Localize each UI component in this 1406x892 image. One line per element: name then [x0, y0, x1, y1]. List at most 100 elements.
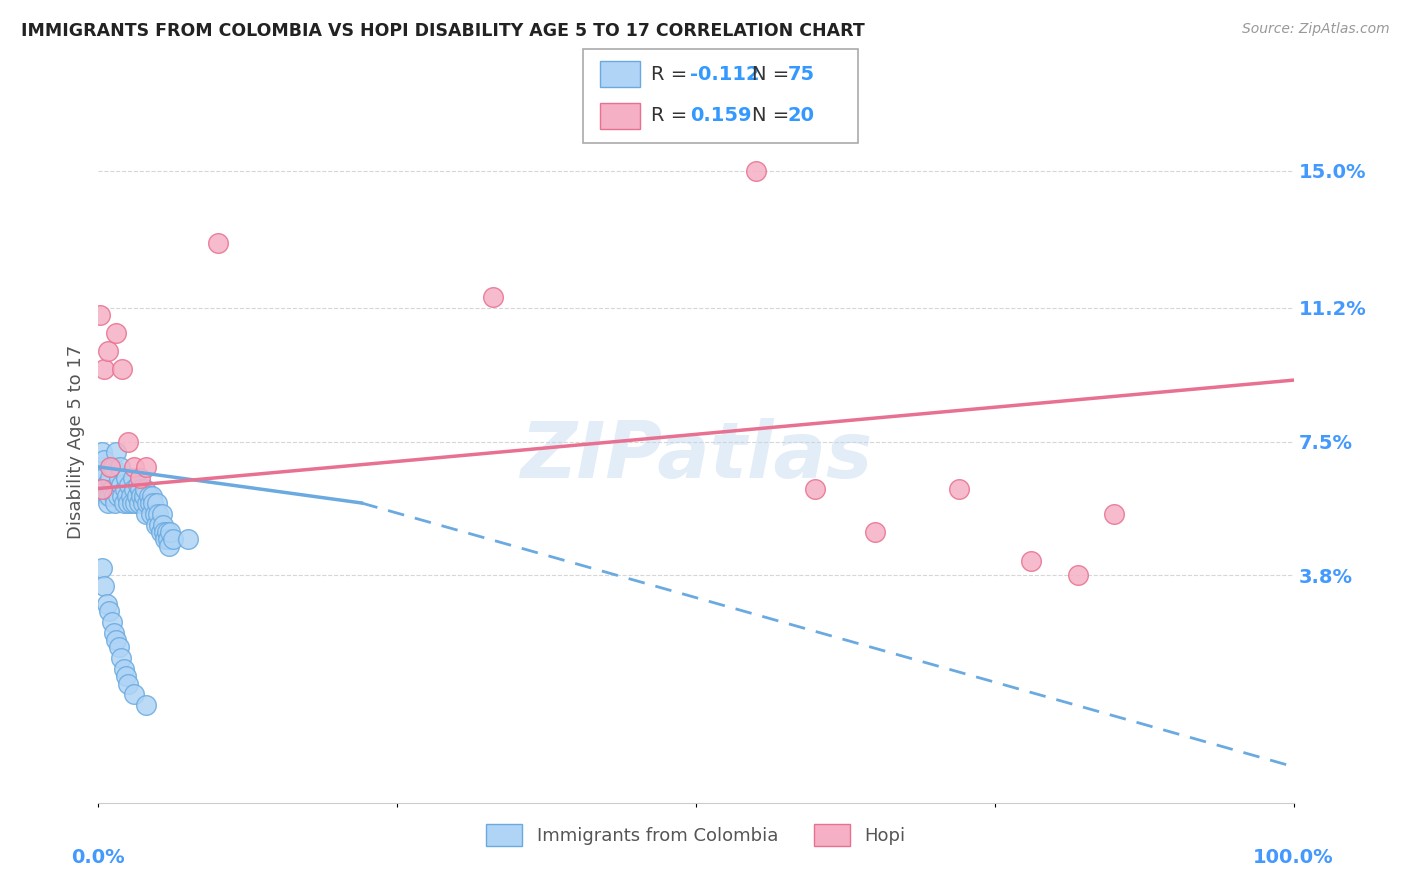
Point [207, 235, 229, 250]
Point [115, 489, 138, 503]
Text: N =: N = [752, 64, 796, 84]
Point [152, 517, 174, 532]
Point [177, 532, 200, 546]
Point [136, 496, 159, 510]
Point [90, 459, 112, 474]
Point [111, 489, 134, 503]
Point [162, 532, 184, 546]
Point [148, 507, 170, 521]
Text: N =: N = [752, 106, 796, 126]
Point [107, 640, 129, 655]
Point [121, 496, 143, 510]
Point [150, 507, 173, 521]
Point [139, 507, 162, 521]
Text: 0.0%: 0.0% [72, 847, 125, 867]
Point [114, 482, 136, 496]
Point [122, 470, 145, 484]
Point [1019, 554, 1042, 568]
Point [148, 517, 170, 532]
Point [107, 470, 129, 484]
Point [98, 489, 121, 503]
Point [101, 459, 124, 474]
Point [131, 489, 153, 503]
Point [149, 524, 172, 539]
Point [141, 489, 163, 503]
Point [91, 445, 114, 459]
Point [97, 344, 120, 359]
Point [96, 597, 118, 611]
Point [1067, 568, 1090, 582]
Text: 0.159: 0.159 [690, 106, 752, 126]
Text: R =: R = [651, 64, 693, 84]
Point [105, 326, 128, 341]
Point [93, 362, 115, 376]
Point [865, 524, 887, 539]
Point [129, 482, 152, 496]
Point [107, 489, 129, 503]
Point [100, 615, 122, 630]
Point [481, 290, 505, 304]
Point [804, 482, 827, 496]
Point [117, 496, 139, 510]
Point [145, 517, 167, 532]
Point [94, 478, 117, 492]
Point [117, 676, 139, 690]
Point [124, 459, 146, 474]
Point [146, 496, 169, 510]
Point [112, 662, 135, 676]
Point [104, 496, 127, 510]
Point [134, 482, 156, 496]
Point [91, 561, 114, 575]
Text: R =: R = [651, 106, 700, 126]
Point [124, 687, 146, 701]
Point [89, 308, 111, 322]
Point [110, 651, 132, 665]
Point [115, 470, 138, 484]
Point [91, 470, 114, 484]
Point [115, 669, 138, 683]
Point [745, 163, 768, 178]
Point [105, 633, 128, 648]
Point [131, 496, 153, 510]
Point [159, 524, 181, 539]
Point [142, 496, 165, 510]
Point [112, 496, 135, 510]
Point [100, 482, 122, 496]
Point [96, 489, 118, 503]
Point [948, 482, 970, 496]
Point [143, 507, 166, 521]
Text: 20: 20 [787, 106, 814, 126]
Point [117, 434, 139, 449]
Point [135, 698, 157, 713]
Point [91, 482, 114, 496]
Text: 100.0%: 100.0% [1253, 847, 1334, 867]
Point [156, 532, 179, 546]
Point [103, 489, 125, 503]
Point [125, 489, 148, 503]
Text: -0.112: -0.112 [690, 64, 761, 84]
Point [135, 507, 157, 521]
Point [1104, 507, 1126, 521]
Point [127, 478, 149, 492]
Point [155, 532, 177, 546]
Point [97, 496, 120, 510]
Point [153, 524, 176, 539]
Point [110, 478, 132, 492]
Point [135, 459, 157, 474]
Point [93, 579, 115, 593]
Point [155, 524, 177, 539]
Point [157, 539, 180, 553]
Point [103, 626, 125, 640]
Legend: Immigrants from Colombia, Hopi: Immigrants from Colombia, Hopi [477, 815, 915, 855]
Point [108, 459, 131, 474]
Text: IMMIGRANTS FROM COLOMBIA VS HOPI DISABILITY AGE 5 TO 17 CORRELATION CHART: IMMIGRANTS FROM COLOMBIA VS HOPI DISABIL… [21, 22, 865, 40]
Point [139, 496, 162, 510]
Point [124, 482, 146, 496]
Point [128, 496, 150, 510]
Point [118, 478, 141, 492]
Point [138, 489, 160, 503]
Point [129, 470, 152, 484]
Point [98, 459, 122, 474]
Point [124, 496, 146, 510]
Y-axis label: Disability Age 5 to 17: Disability Age 5 to 17 [66, 344, 84, 539]
